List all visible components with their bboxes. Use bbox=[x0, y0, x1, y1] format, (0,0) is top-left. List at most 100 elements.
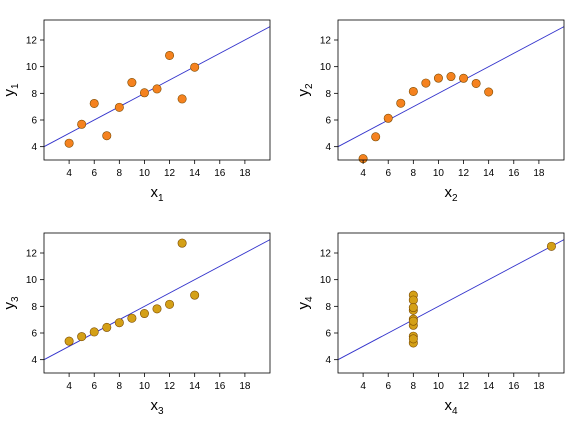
data-point bbox=[459, 73, 469, 83]
data-point bbox=[408, 303, 418, 313]
x-tick-label: 10 bbox=[139, 168, 151, 179]
y-tick-label: 12 bbox=[26, 36, 38, 47]
x-tick-label: 14 bbox=[483, 168, 495, 179]
data-point bbox=[546, 241, 556, 251]
x-tick-label: 16 bbox=[508, 168, 520, 179]
x-tick-label: 18 bbox=[533, 381, 545, 392]
data-point bbox=[165, 299, 175, 309]
data-point bbox=[64, 336, 74, 346]
y-tick-label: 4 bbox=[325, 142, 331, 153]
x-tick-label: 4 bbox=[360, 381, 366, 392]
y-tick-label: 4 bbox=[31, 142, 37, 153]
x-tick-label: 8 bbox=[117, 381, 123, 392]
y-tick-label: 6 bbox=[31, 116, 37, 127]
data-point bbox=[408, 86, 418, 96]
x-tick-label: 8 bbox=[411, 381, 417, 392]
data-point bbox=[433, 73, 443, 83]
y-tick-label: 8 bbox=[325, 89, 331, 100]
data-point bbox=[471, 78, 481, 88]
y-axis-label: y1 bbox=[1, 83, 21, 97]
fit-line bbox=[338, 26, 564, 148]
y-axis-label: y3 bbox=[1, 296, 21, 310]
data-point bbox=[190, 62, 200, 72]
x-tick-label: 10 bbox=[433, 168, 445, 179]
plot-frame bbox=[43, 232, 271, 374]
x-tick-label: 12 bbox=[164, 168, 176, 179]
x-tick-label: 6 bbox=[91, 168, 97, 179]
x-axis-label: x3 bbox=[150, 397, 164, 417]
data-point bbox=[89, 98, 99, 108]
x-axis-label: x1 bbox=[150, 184, 164, 204]
data-point bbox=[177, 94, 187, 104]
x-tick-label: 18 bbox=[239, 168, 251, 179]
data-point bbox=[383, 113, 393, 123]
data-point bbox=[114, 318, 124, 328]
x-tick-label: 14 bbox=[189, 381, 201, 392]
data-point bbox=[64, 138, 74, 148]
x-axis-label: x2 bbox=[444, 184, 458, 204]
data-point bbox=[190, 290, 200, 300]
data-point bbox=[114, 102, 124, 112]
x-tick-label: 12 bbox=[164, 381, 176, 392]
plot-frame bbox=[43, 19, 271, 161]
x-tick-label: 10 bbox=[139, 381, 151, 392]
x-tick-label: 6 bbox=[385, 168, 391, 179]
x-tick-label: 8 bbox=[411, 168, 417, 179]
y-tick-label: 10 bbox=[320, 62, 332, 73]
data-point bbox=[89, 327, 99, 337]
x-tick-label: 18 bbox=[533, 168, 545, 179]
x-tick-label: 6 bbox=[385, 381, 391, 392]
data-point bbox=[102, 131, 112, 141]
data-point bbox=[77, 332, 87, 342]
x-tick-label: 16 bbox=[508, 381, 520, 392]
data-point bbox=[139, 309, 149, 319]
y-axis-label: y2 bbox=[295, 83, 315, 97]
x-tick-label: 12 bbox=[458, 168, 470, 179]
data-point bbox=[408, 334, 418, 344]
x-tick-label: 8 bbox=[117, 168, 123, 179]
data-point bbox=[371, 132, 381, 142]
x-tick-label: 16 bbox=[214, 168, 226, 179]
x-tick-label: 4 bbox=[66, 168, 72, 179]
y-tick-label: 8 bbox=[31, 89, 37, 100]
x-tick-label: 18 bbox=[239, 381, 251, 392]
y-tick-label: 10 bbox=[320, 275, 332, 286]
data-point bbox=[152, 84, 162, 94]
y-tick-label: 12 bbox=[26, 249, 38, 260]
data-point bbox=[408, 295, 418, 305]
data-point bbox=[177, 238, 187, 248]
x-tick-label: 14 bbox=[483, 381, 495, 392]
x-tick-label: 4 bbox=[360, 168, 366, 179]
plot-frame bbox=[337, 232, 565, 374]
y-tick-label: 10 bbox=[26, 275, 38, 286]
data-point bbox=[165, 50, 175, 60]
fit-line bbox=[338, 239, 564, 361]
data-point bbox=[152, 304, 162, 314]
fit-line bbox=[44, 239, 270, 361]
y-tick-label: 4 bbox=[31, 355, 37, 366]
data-point bbox=[127, 313, 137, 323]
x-tick-label: 16 bbox=[214, 381, 226, 392]
x-tick-label: 6 bbox=[91, 381, 97, 392]
data-point bbox=[139, 88, 149, 98]
y-tick-label: 6 bbox=[325, 329, 331, 340]
data-point bbox=[408, 316, 418, 326]
y-tick-label: 8 bbox=[31, 302, 37, 313]
data-point bbox=[77, 119, 87, 129]
y-tick-label: 6 bbox=[325, 116, 331, 127]
y-tick-label: 8 bbox=[325, 302, 331, 313]
x-tick-label: 4 bbox=[66, 381, 72, 392]
x-axis-label: x4 bbox=[444, 397, 458, 417]
data-point bbox=[484, 87, 494, 97]
data-point bbox=[127, 78, 137, 88]
x-tick-label: 10 bbox=[433, 381, 445, 392]
data-point bbox=[421, 78, 431, 88]
y-tick-label: 6 bbox=[31, 329, 37, 340]
data-point bbox=[102, 322, 112, 332]
x-tick-label: 14 bbox=[189, 168, 201, 179]
y-tick-label: 12 bbox=[320, 249, 332, 260]
